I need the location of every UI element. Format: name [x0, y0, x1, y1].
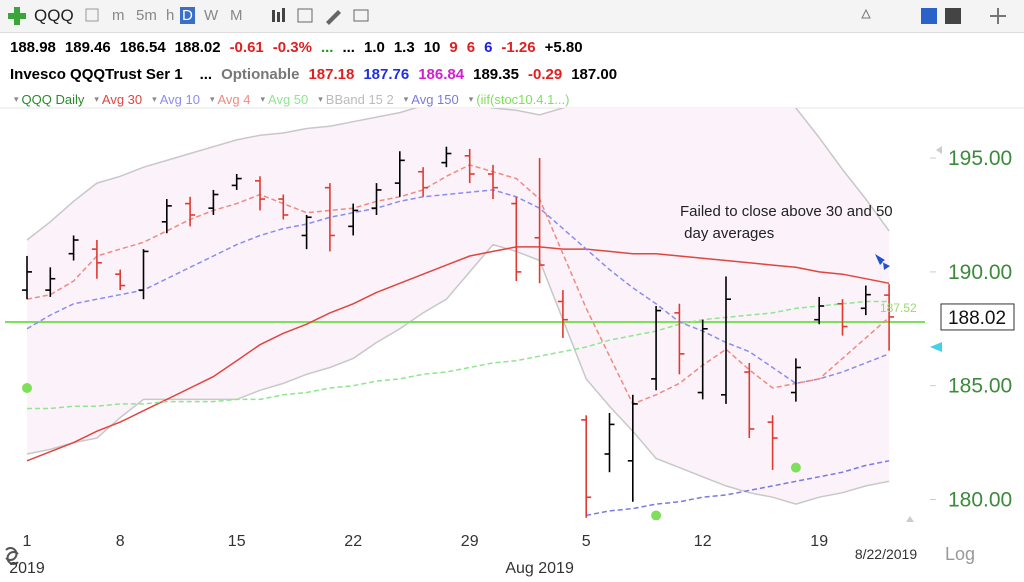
quote-row: Invesco QQQTrust Ser 1... Optionable 187.1… [10, 66, 617, 83]
interval-button[interactable]: m [112, 7, 125, 24]
legend-toggle: ▾ [318, 94, 323, 104]
quote-value: ... [320, 39, 334, 56]
quote-value: 187.76 [363, 66, 410, 83]
interval-button[interactable]: M [230, 7, 243, 24]
add-icon[interactable] [6, 5, 28, 27]
x-tick-label: 12 [694, 533, 712, 550]
legend-item[interactable]: ▾ Avg 4 [210, 92, 251, 107]
legend-item[interactable]: ▾ Avg 150 [404, 92, 459, 107]
reset-icon[interactable] [5, 547, 19, 565]
legend-item[interactable]: ▾ Avg 50 [260, 92, 308, 107]
legend-label: Avg 50 [268, 92, 309, 107]
legend-toggle: ▾ [468, 94, 474, 104]
y-tick-label: 185.00 [948, 375, 1012, 398]
moving-average [26, 246, 890, 462]
quote-value: 6 [466, 39, 476, 56]
line-label: 187.52 [880, 301, 917, 315]
signal-dot [651, 510, 662, 520]
legend-item[interactable]: ▾ Avg 30 [94, 92, 142, 107]
legend-label: QQQ Daily [21, 92, 85, 107]
legend-toggle: ▾ [403, 94, 409, 104]
quote-row: 188.98 189.46 186.54 188.02 -0.61 -0.3%......… [10, 39, 583, 56]
quote-value: ... [342, 39, 355, 56]
x-tick-label: 8 [116, 533, 125, 550]
plot-area [5, 108, 925, 520]
moving-average [26, 164, 890, 405]
band-upper [26, 108, 890, 241]
legend-toggle: ▾ [152, 94, 157, 104]
quote-value: 189.35 [473, 66, 519, 83]
scroll-marker [906, 516, 914, 522]
legend-label: Avg 4 [217, 92, 251, 107]
date-label: 8/22/2019 [855, 546, 917, 562]
scale-toggle: Log [945, 544, 975, 564]
quote-value: 186.54 [119, 39, 166, 56]
legend-toggle: ▾ [209, 94, 215, 104]
quote-value: 188.02 [174, 39, 221, 56]
legend-label: Avg 30 [101, 92, 143, 107]
quote-value: 6 [484, 39, 493, 56]
legend-toggle: ▾ [260, 94, 266, 104]
price-tag: 188.02 [948, 308, 1006, 329]
security-name: Invesco QQQTrust Ser 1 [10, 66, 183, 83]
quote-value: 1.0 [363, 39, 385, 56]
interval-button[interactable]: 5m [136, 7, 157, 24]
quote-value: 186.84 [418, 66, 465, 83]
interval-button[interactable]: W [204, 7, 219, 24]
x-tick-label: 19 [810, 533, 828, 550]
annotation: day averages [680, 225, 774, 242]
moving-average [27, 300, 890, 410]
x-tick-label: 22 [344, 533, 362, 550]
legend-label: Avg 150 [411, 92, 459, 107]
cursor-marker [930, 342, 942, 352]
interval-button[interactable]: h [166, 7, 175, 24]
legend-toggle: ▾ [94, 94, 99, 104]
month-label: 2019 [9, 560, 45, 577]
quote-value: 1.3 [393, 39, 415, 56]
x-tick-label: 5 [582, 533, 591, 550]
signal-dot [790, 462, 801, 473]
interval-button[interactable]: D [180, 7, 195, 24]
legend-item[interactable]: ▾ QQQ Daily [14, 92, 84, 107]
x-tick-label: 15 [228, 533, 246, 550]
y-tick-label: 190.00 [948, 261, 1012, 284]
annotation-arrow [875, 254, 890, 270]
legend-label: (iif(stoc10.4.1...) [476, 92, 570, 107]
annotation: Failed to close above 30 and 50 [680, 203, 893, 220]
x-tick-label: 29 [461, 533, 479, 550]
legend-item[interactable]: ▾ Avg 10 [152, 92, 200, 107]
quote-value: +5.80 [544, 39, 583, 56]
quote-value: 10 [423, 39, 441, 56]
quote-value: Optionable [221, 66, 300, 83]
legend-item[interactable]: ▾ (iif(stoc10.4.1...) [469, 92, 570, 107]
quote-value: ... [199, 66, 213, 83]
quote-value: -0.29 [528, 66, 563, 83]
signal-dot [22, 382, 32, 393]
legend-toggle: ▾ [14, 94, 19, 104]
quote-value: 9 [449, 39, 458, 56]
x-tick-label: 1 [23, 533, 32, 550]
y-tick-label: 195.00 [948, 147, 1012, 170]
moving-average [26, 189, 890, 385]
legend-item[interactable]: ▾ BBand 15 2 [318, 92, 393, 107]
quote-value: 187.00 [571, 66, 618, 83]
legend-label: BBand 15 2 [325, 92, 394, 107]
month-label: Aug 2019 [505, 560, 574, 577]
band-fill [27, 108, 890, 505]
scroll-marker [936, 146, 942, 154]
quote-value: 187.18 [308, 66, 355, 83]
quote-value: -1.26 [501, 39, 536, 56]
quote-value: 188.98 [10, 39, 56, 56]
moving-average [586, 460, 890, 517]
quote-value: -0.3% [272, 39, 312, 56]
y-tick-label: 180.00 [948, 489, 1012, 512]
legend-label: Avg 10 [159, 92, 200, 107]
quote-value: 189.46 [64, 39, 111, 56]
price-tag-box [940, 303, 1015, 331]
legend: ▾ QQQ Daily ▾ Avg 30 ▾ Avg 10 ▾ Avg 4 ▾ Avg 50 ▾ BB… [14, 92, 569, 107]
symbol[interactable]: QQQ [34, 6, 74, 25]
quote-value: -0.61 [229, 39, 264, 56]
